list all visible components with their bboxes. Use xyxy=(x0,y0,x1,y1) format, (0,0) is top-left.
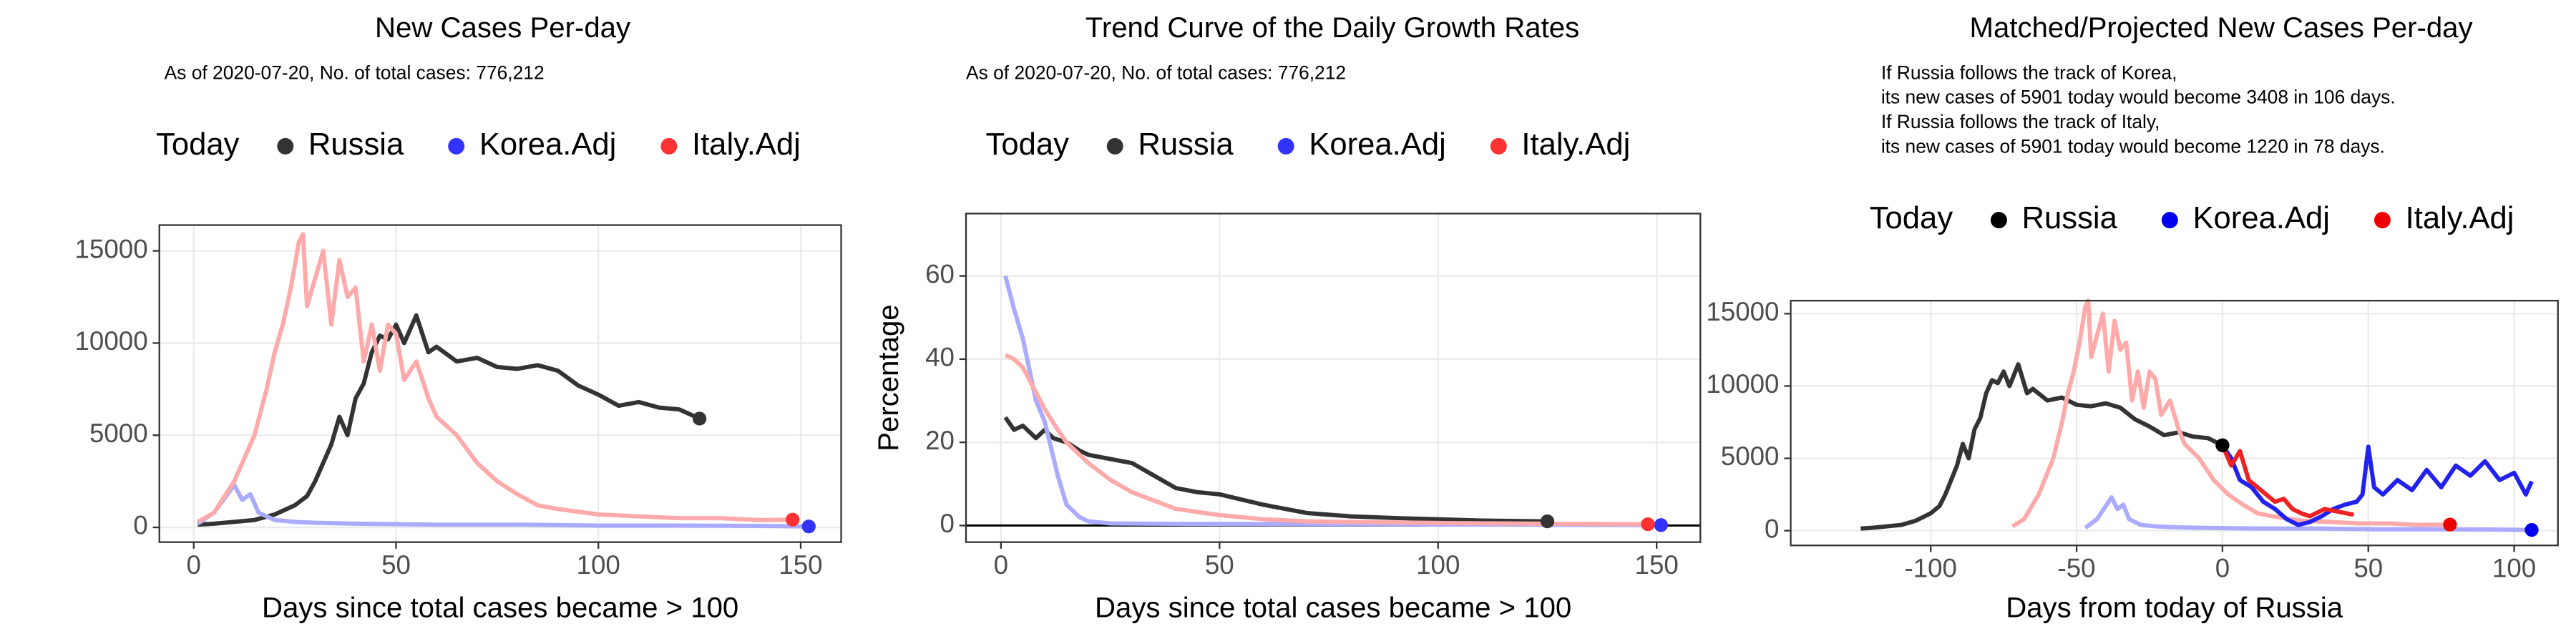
y-tick-label: 15000 xyxy=(1706,297,1779,326)
series-line xyxy=(2220,444,2534,527)
x-tick-label: 0 xyxy=(187,550,201,580)
y-tick-label: 10000 xyxy=(1706,369,1779,399)
y-tick-label: 15000 xyxy=(75,234,148,263)
x-tick-label: 100 xyxy=(577,550,620,580)
legend-marker xyxy=(1490,137,1507,155)
series-line xyxy=(1004,353,1648,527)
today-marker xyxy=(1540,514,1555,529)
legend-title: Today xyxy=(156,127,240,162)
today-marker xyxy=(2443,517,2457,532)
y-tick-label: 5000 xyxy=(1721,441,1780,471)
x-axis-label: Days since total cases became > 100 xyxy=(1095,591,1571,623)
chart-title: Trend Curve of the Daily Growth Rates xyxy=(1085,11,1579,44)
series-line xyxy=(1003,275,1662,527)
x-tick-label: -50 xyxy=(2058,553,2096,582)
legend-marker xyxy=(1277,137,1294,155)
today-marker xyxy=(786,512,800,527)
legend-label: Italy.Adj xyxy=(2406,201,2514,235)
series-line xyxy=(1003,416,1548,524)
legend-marker xyxy=(1106,137,1123,155)
today-marker xyxy=(1641,517,1655,532)
series-line xyxy=(196,232,793,524)
x-tick-label: 150 xyxy=(779,550,822,580)
y-tick-label: 0 xyxy=(133,511,147,540)
x-tick-label: 100 xyxy=(1416,550,1460,580)
legend-label: Russia xyxy=(308,127,404,162)
today-marker xyxy=(2215,438,2230,452)
series-line xyxy=(1860,362,2224,531)
series-line xyxy=(2220,444,2354,519)
y-tick-label: 0 xyxy=(1765,514,1779,543)
plot-border xyxy=(158,224,842,543)
x-tick-label: 100 xyxy=(2492,553,2536,582)
x-tick-label: -100 xyxy=(1904,553,1956,582)
subtitle: If Russia follows the track of Korea, xyxy=(1881,62,2177,83)
x-axis-label: Days since total cases became > 100 xyxy=(262,591,738,623)
plot-border xyxy=(1790,300,2559,547)
x-tick-label: 0 xyxy=(994,550,1008,580)
legend-title: Today xyxy=(986,127,1070,162)
x-tick-label: 50 xyxy=(2353,553,2383,582)
y-tick-label: 60 xyxy=(925,259,955,288)
subtitle: As of 2020-07-20, No. of total cases: 77… xyxy=(165,62,545,83)
legend-marker xyxy=(2373,212,2391,229)
series-line xyxy=(197,313,701,527)
legend-marker xyxy=(2161,212,2178,229)
today-marker xyxy=(2524,522,2539,537)
subtitle: If Russia follows the track of Italy, xyxy=(1881,111,2160,132)
x-tick-label: 50 xyxy=(1205,550,1234,580)
today-marker xyxy=(801,519,816,534)
legend-title: Today xyxy=(1870,201,1953,235)
legend-label: Korea.Adj xyxy=(2192,201,2330,235)
y-tick-label: 10000 xyxy=(75,326,148,356)
plot-area xyxy=(1790,301,2558,546)
series-line xyxy=(2084,495,2532,532)
chart-title: Matched/Projected New Cases Per-day xyxy=(1970,11,2473,44)
legend-marker xyxy=(277,137,294,155)
subtitle: its new cases of 5901 today would become… xyxy=(1881,136,2385,157)
legend-label: Korea.Adj xyxy=(479,127,617,162)
plot-border xyxy=(965,213,1702,543)
legend-marker xyxy=(448,137,465,155)
legend-marker xyxy=(1990,212,2007,229)
x-tick-label: 50 xyxy=(381,550,411,580)
y-tick-label: 20 xyxy=(925,426,955,455)
legend-label: Italy.Adj xyxy=(1521,127,1630,162)
plot-area xyxy=(966,213,1701,542)
today-marker xyxy=(1654,518,1668,532)
y-tick-label: 0 xyxy=(940,509,955,538)
legend-marker xyxy=(660,137,678,155)
series-line xyxy=(2011,298,2450,529)
chart-title: New Cases Per-day xyxy=(375,11,630,44)
subtitle: its new cases of 5901 today would become… xyxy=(1881,87,2396,108)
legend-label: Korea.Adj xyxy=(1309,127,1446,162)
y-tick-label: 5000 xyxy=(89,419,148,448)
legend-label: Italy.Adj xyxy=(692,127,801,162)
legend-label: Russia xyxy=(1138,127,1234,162)
y-tick-label: 40 xyxy=(925,343,955,372)
x-tick-label: 150 xyxy=(1635,550,1679,580)
plot-area xyxy=(159,225,841,542)
today-marker xyxy=(692,411,707,426)
y-axis-label: Percentage xyxy=(872,304,904,451)
x-tick-label: 0 xyxy=(2215,553,2230,582)
subtitle: As of 2020-07-20, No. of total cases: 77… xyxy=(966,62,1346,83)
legend-label: Russia xyxy=(2022,201,2118,235)
x-axis-label: Days from today of Russia xyxy=(2006,591,2343,623)
